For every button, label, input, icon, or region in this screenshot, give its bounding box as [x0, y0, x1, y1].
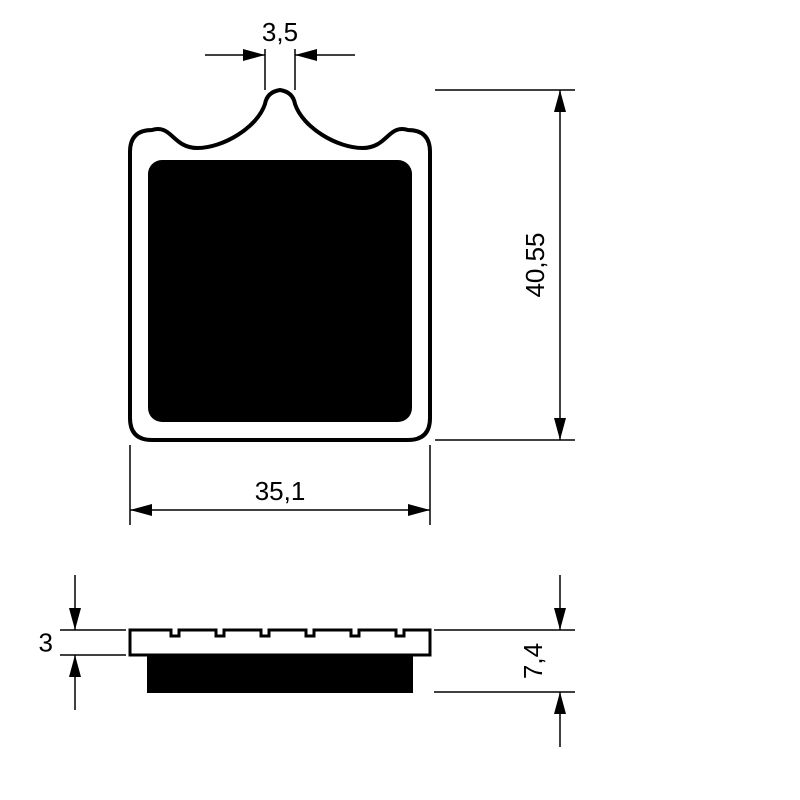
side-view [130, 630, 430, 692]
dim-tab-width-label: 3,5 [262, 17, 298, 47]
dim-width-label: 35,1 [255, 476, 306, 506]
dim-height-label: 40,55 [520, 232, 550, 297]
dim-total-thick-label: 7,4 [518, 643, 548, 679]
technical-drawing: 3,5 40,55 35,1 3 7,4 [0, 0, 800, 800]
dim-plate-thick-label: 3 [39, 628, 53, 658]
front-view [130, 90, 430, 440]
